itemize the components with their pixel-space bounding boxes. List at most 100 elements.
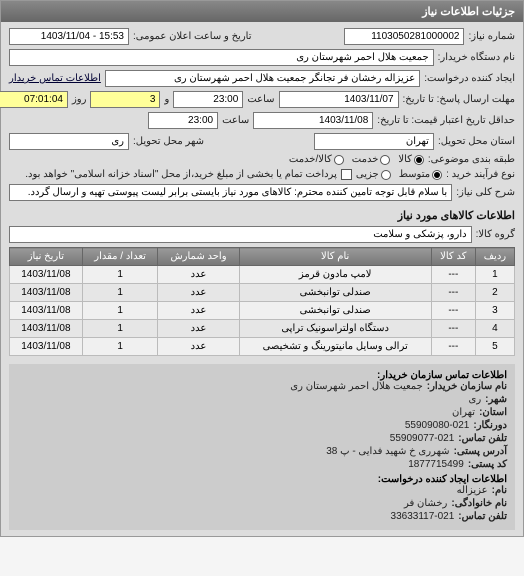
table-cell: دستگاه اولتراسونیک تراپی xyxy=(239,320,431,338)
table-cell: صندلی توانبخشی xyxy=(239,284,431,302)
deadline-date: 1403/11/07 xyxy=(279,91,399,108)
deadline-time: 23:00 xyxy=(173,91,243,108)
radio-goods-label: کالا xyxy=(398,154,412,165)
table-cell: صندلی توانبخشی xyxy=(239,302,431,320)
requester-label: ایجاد کننده درخواست: xyxy=(424,73,515,84)
table-row: 5---ترالی وسایل مانیتورینگ و تشخیصیعدد11… xyxy=(10,338,515,356)
creator-phone-value: 33633117-021 xyxy=(391,511,455,522)
th-qty: تعداد / مقدار xyxy=(82,248,158,266)
surname-value: رخشان فر xyxy=(404,498,447,509)
fax-value: 55909080-021 xyxy=(405,420,470,431)
purchase-note: پرداخت تمام یا بخشی از مبلغ خرید،از محل … xyxy=(25,169,337,180)
checkbox-icon[interactable] xyxy=(341,169,352,180)
buyer-org-label: نام دستگاه خریدار: xyxy=(438,52,515,63)
radio-minor[interactable]: جزیی xyxy=(356,169,391,180)
radio-both[interactable]: کالا/خدمت xyxy=(289,154,344,165)
table-cell: 2 xyxy=(475,284,514,302)
table-cell: --- xyxy=(431,302,475,320)
table-cell: 1 xyxy=(82,320,158,338)
budget-label: طبقه بندی موضوعی: xyxy=(428,154,515,165)
radio-goods[interactable]: کالا xyxy=(398,154,424,165)
announce-value: 15:53 - 1403/11/04 xyxy=(9,28,129,45)
table-cell: 1403/11/08 xyxy=(10,320,83,338)
validity-row: حداقل تاریخ اعتبار قیمت: تا تاریخ: 1403/… xyxy=(9,112,515,129)
contact-title: اطلاعات تماس سازمان خریدار: xyxy=(17,370,507,381)
delivery-city: ری xyxy=(9,133,129,150)
time-label-1: ساعت xyxy=(247,94,274,105)
deadline-label: مهلت ارسال پاسخ: تا تاریخ: xyxy=(403,94,515,105)
table-cell: 1 xyxy=(82,302,158,320)
table-cell: 4 xyxy=(475,320,514,338)
validity-date: 1403/11/08 xyxy=(253,112,373,129)
radio-circle-icon xyxy=(414,155,424,165)
creator-title: اطلاعات ایجاد کننده درخواست: xyxy=(17,474,507,485)
deadline-row: مهلت ارسال پاسخ: تا تاریخ: 1403/11/07 سا… xyxy=(9,91,515,108)
table-header-row: ردیف کد کالا نام کالا واحد شمارش تعداد /… xyxy=(10,248,515,266)
time-label-2: ساعت xyxy=(222,115,249,126)
desc-label: شرح کلی نیاز: xyxy=(456,187,515,198)
table-row: 2---صندلی توانبخشیعدد11403/11/08 xyxy=(10,284,515,302)
table-cell: 1 xyxy=(82,284,158,302)
group-value: دارو، پزشکی و سلامت xyxy=(9,226,472,243)
buyer-row: نام دستگاه خریدار: جمعیت هلال احمر شهرست… xyxy=(9,49,515,66)
table-row: 3---صندلی توانبخشیعدد11403/11/08 xyxy=(10,302,515,320)
delivery-state: تهران xyxy=(314,133,434,150)
table-cell: عدد xyxy=(158,320,239,338)
radio-minor-label: جزیی xyxy=(356,169,379,180)
delivery-state-label: استان محل تحویل: xyxy=(438,136,515,147)
announce-label: تاریخ و ساعت اعلان عمومی: xyxy=(133,31,252,42)
table-cell: عدد xyxy=(158,266,239,284)
days-label: روز xyxy=(72,94,87,105)
address-label: آدرس پستی: xyxy=(454,446,507,457)
radio-circle-icon xyxy=(334,155,344,165)
radio-service[interactable]: خدمت xyxy=(352,154,391,165)
address-value: شهرری خ شهید فدایی - پ 38 xyxy=(326,446,449,457)
postal-label: کد پستی: xyxy=(468,459,507,470)
radio-medium-label: متوسط xyxy=(399,169,430,180)
table-cell: 1403/11/08 xyxy=(10,284,83,302)
order-row: شماره نیاز: 1103050281000002 تاریخ و ساع… xyxy=(9,28,515,45)
budget-row: طبقه بندی موضوعی: کالا خدمت کالا/خدمت xyxy=(9,154,515,165)
table-cell: --- xyxy=(431,320,475,338)
remaining-time: 07:01:04 xyxy=(0,91,68,108)
fax-label: دورنگار: xyxy=(473,420,507,431)
order-no-label: شماره نیاز: xyxy=(468,31,515,42)
creator-phone-label: تلفن تماس: xyxy=(458,511,507,522)
purchase-radio-group: متوسط جزیی xyxy=(356,169,442,180)
contact-link[interactable]: اطلاعات تماس خریدار xyxy=(9,73,101,84)
contact-section: اطلاعات تماس سازمان خریدار: نام سازمان خ… xyxy=(9,364,515,530)
delivery-row: استان محل تحویل: تهران شهر محل تحویل: ری xyxy=(9,133,515,150)
validity-label: حداقل تاریخ اعتبار قیمت: تا تاریخ: xyxy=(377,115,515,126)
days-value: 3 xyxy=(90,91,160,108)
group-label: گروه کالا: xyxy=(476,229,515,240)
table-cell: ترالی وسایل مانیتورینگ و تشخیصی xyxy=(239,338,431,356)
radio-both-label: کالا/خدمت xyxy=(289,154,332,165)
table-row: 4---دستگاه اولتراسونیک تراپیعدد11403/11/… xyxy=(10,320,515,338)
table-cell: عدد xyxy=(158,302,239,320)
radio-circle-icon xyxy=(380,155,390,165)
group-row: گروه کالا: دارو، پزشکی و سلامت xyxy=(9,226,515,243)
desc-row: شرح کلی نیاز: با سلام قابل توجه تامین کن… xyxy=(9,184,515,201)
name-value: عزیزاله xyxy=(457,485,488,496)
radio-circle-icon xyxy=(432,170,442,180)
table-cell: 1 xyxy=(475,266,514,284)
th-date: تاریخ نیاز xyxy=(10,248,83,266)
radio-medium[interactable]: متوسط xyxy=(399,169,442,180)
city-value: ری xyxy=(469,394,482,405)
table-cell: عدد xyxy=(158,338,239,356)
table-cell: 1 xyxy=(82,266,158,284)
th-unit: واحد شمارش xyxy=(158,248,239,266)
state-value: تهران xyxy=(452,407,475,418)
org-label: نام سازمان خریدار: xyxy=(427,381,507,392)
and-label: و xyxy=(164,94,169,105)
table-row: 1---لامپ مادون قرمزعدد11403/11/08 xyxy=(10,266,515,284)
surname-label: نام خانوادگی: xyxy=(451,498,507,509)
table-cell: --- xyxy=(431,284,475,302)
order-no-value: 1103050281000002 xyxy=(344,28,464,45)
items-section-title: اطلاعات کالاهای مورد نیاز xyxy=(9,205,515,226)
phone-value: 55909077-021 xyxy=(390,433,455,444)
requester-row: ایجاد کننده درخواست: عزیزاله رخشان فر تج… xyxy=(9,70,515,87)
table-cell: 1403/11/08 xyxy=(10,266,83,284)
panel-body: شماره نیاز: 1103050281000002 تاریخ و ساع… xyxy=(1,22,523,536)
delivery-city-label: شهر محل تحویل: xyxy=(133,136,204,147)
